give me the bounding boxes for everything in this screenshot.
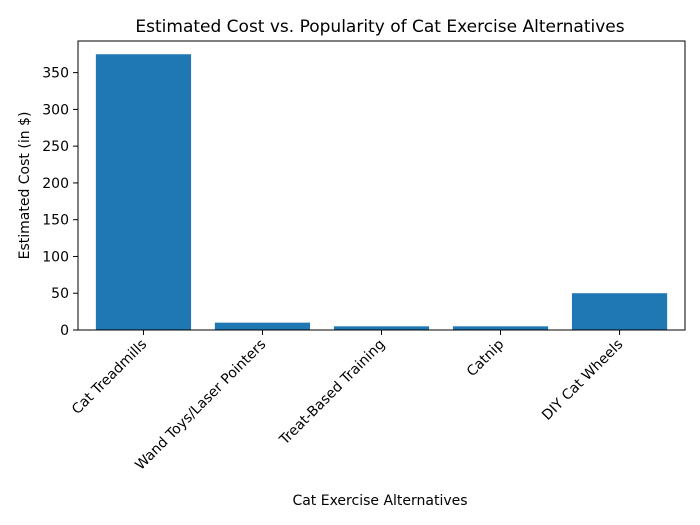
y-tick-label: 100: [42, 249, 69, 265]
y-tick-label: 50: [51, 286, 69, 302]
x-tick-label: DIY Cat Wheels: [539, 337, 626, 424]
y-tick-label: 200: [42, 176, 69, 192]
y-tick-label: 0: [60, 323, 69, 339]
y-axis-label: Estimated Cost (in $): [17, 112, 33, 260]
y-tick-label: 300: [42, 102, 69, 118]
x-axis-label: Cat Exercise Alternatives: [292, 493, 467, 509]
bar-1: [214, 322, 311, 330]
y-axis: 0 50 100 150 200 250 300 350: [42, 66, 78, 339]
bar-2: [333, 326, 430, 330]
y-tick-label: 150: [42, 213, 69, 229]
x-tick-label: Cat Treadmills: [69, 337, 150, 418]
x-tick-label: Catnip: [464, 336, 508, 380]
y-tick-label: 250: [42, 139, 69, 155]
y-tick-label: 350: [42, 66, 69, 82]
x-tick-label: Wand Toys/Laser Pointers: [132, 337, 269, 474]
bars-group: [95, 54, 668, 331]
x-tick-label: Treat-Based Training: [276, 337, 388, 449]
bar-4: [571, 293, 668, 330]
bar-0: [95, 54, 192, 331]
chart-title: Estimated Cost vs. Popularity of Cat Exe…: [135, 17, 624, 37]
bar-3: [452, 326, 549, 330]
